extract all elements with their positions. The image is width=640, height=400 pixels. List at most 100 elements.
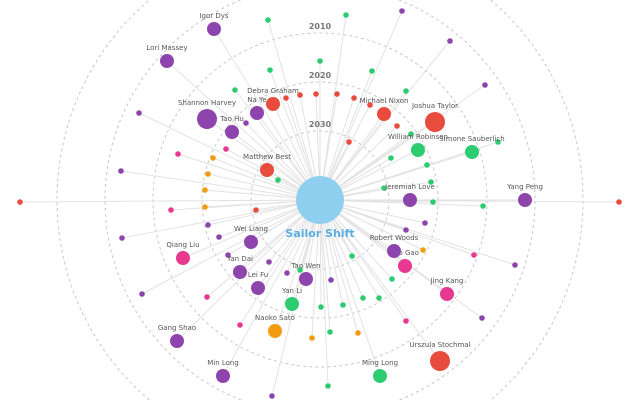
person-node[interactable] <box>176 251 190 265</box>
minor-node[interactable] <box>495 139 501 145</box>
minor-node[interactable] <box>225 252 231 258</box>
minor-node[interactable] <box>430 199 436 205</box>
minor-node[interactable] <box>265 17 271 23</box>
person-node[interactable] <box>197 109 217 129</box>
minor-node[interactable] <box>136 110 142 116</box>
minor-node[interactable] <box>388 155 394 161</box>
minor-node[interactable] <box>389 276 395 282</box>
person-node[interactable] <box>285 297 299 311</box>
person-node[interactable] <box>160 54 174 68</box>
person-label: Urszula Stochmal <box>409 341 470 349</box>
minor-node[interactable] <box>327 329 333 335</box>
minor-node[interactable] <box>334 91 340 97</box>
minor-node[interactable] <box>403 88 409 94</box>
minor-node[interactable] <box>237 322 243 328</box>
minor-node[interactable] <box>205 171 211 177</box>
minor-node[interactable] <box>216 234 222 240</box>
person-node[interactable] <box>411 143 425 157</box>
minor-node[interactable] <box>175 151 181 157</box>
person-node[interactable] <box>518 193 532 207</box>
minor-node[interactable] <box>340 302 346 308</box>
minor-node[interactable] <box>205 222 211 228</box>
person-node[interactable] <box>244 235 258 249</box>
minor-node[interactable] <box>408 131 414 137</box>
minor-node[interactable] <box>369 68 375 74</box>
minor-node[interactable] <box>139 291 145 297</box>
minor-node[interactable] <box>403 227 409 233</box>
minor-node[interactable] <box>202 187 208 193</box>
minor-node[interactable] <box>328 277 334 283</box>
minor-node[interactable] <box>318 304 324 310</box>
minor-node[interactable] <box>349 253 355 259</box>
minor-node[interactable] <box>420 247 426 253</box>
person-node[interactable] <box>425 112 445 132</box>
minor-node[interactable] <box>394 123 400 129</box>
person-node[interactable] <box>398 259 412 273</box>
person-node[interactable] <box>207 22 221 36</box>
link <box>319 10 403 201</box>
minor-node[interactable] <box>376 295 382 301</box>
person-label: Matthew Best <box>243 153 291 161</box>
minor-node[interactable] <box>381 185 387 191</box>
minor-node[interactable] <box>360 295 366 301</box>
person-node[interactable] <box>266 97 280 111</box>
person-node[interactable] <box>387 244 401 258</box>
person-node[interactable] <box>225 125 239 139</box>
person-node[interactable] <box>233 265 247 279</box>
minor-node[interactable] <box>346 139 352 145</box>
minor-node[interactable] <box>17 199 23 205</box>
minor-node[interactable] <box>313 91 319 97</box>
minor-node[interactable] <box>480 203 486 209</box>
minor-node[interactable] <box>422 220 428 226</box>
person-node[interactable] <box>250 106 264 120</box>
minor-node[interactable] <box>284 270 290 276</box>
minor-node[interactable] <box>325 383 331 389</box>
minor-node[interactable] <box>232 87 238 93</box>
minor-node[interactable] <box>118 168 124 174</box>
minor-node[interactable] <box>267 67 273 73</box>
minor-node[interactable] <box>482 82 488 88</box>
minor-node[interactable] <box>447 38 453 44</box>
person-node[interactable] <box>403 193 417 207</box>
person-node[interactable] <box>216 369 230 383</box>
person-node[interactable] <box>440 287 454 301</box>
minor-node[interactable] <box>223 146 229 152</box>
minor-node[interactable] <box>479 315 485 321</box>
minor-node[interactable] <box>428 179 434 185</box>
minor-node[interactable] <box>275 177 281 183</box>
minor-node[interactable] <box>367 102 373 108</box>
minor-node[interactable] <box>297 92 303 98</box>
minor-node[interactable] <box>424 162 430 168</box>
minor-node[interactable] <box>399 8 405 14</box>
person-node[interactable] <box>430 351 450 371</box>
person-node[interactable] <box>260 163 274 177</box>
person-node[interactable] <box>299 272 313 286</box>
person-node[interactable] <box>251 281 265 295</box>
minor-node[interactable] <box>471 252 477 258</box>
minor-node[interactable] <box>343 12 349 18</box>
person-node[interactable] <box>377 107 391 121</box>
minor-node[interactable] <box>309 335 315 341</box>
center-node[interactable] <box>296 176 344 224</box>
minor-node[interactable] <box>355 330 361 336</box>
minor-node[interactable] <box>317 58 323 64</box>
minor-node[interactable] <box>403 318 409 324</box>
minor-node[interactable] <box>119 235 125 241</box>
minor-node[interactable] <box>297 267 303 273</box>
minor-node[interactable] <box>204 294 210 300</box>
person-node[interactable] <box>268 324 282 338</box>
minor-node[interactable] <box>351 95 357 101</box>
minor-node[interactable] <box>283 95 289 101</box>
minor-node[interactable] <box>253 207 259 213</box>
person-node[interactable] <box>465 145 479 159</box>
minor-node[interactable] <box>168 207 174 213</box>
minor-node[interactable] <box>616 199 622 205</box>
minor-node[interactable] <box>266 259 272 265</box>
minor-node[interactable] <box>269 393 275 399</box>
minor-node[interactable] <box>243 120 249 126</box>
minor-node[interactable] <box>210 155 216 161</box>
person-node[interactable] <box>170 334 184 348</box>
person-node[interactable] <box>373 369 387 383</box>
minor-node[interactable] <box>202 204 208 210</box>
minor-node[interactable] <box>512 262 518 268</box>
